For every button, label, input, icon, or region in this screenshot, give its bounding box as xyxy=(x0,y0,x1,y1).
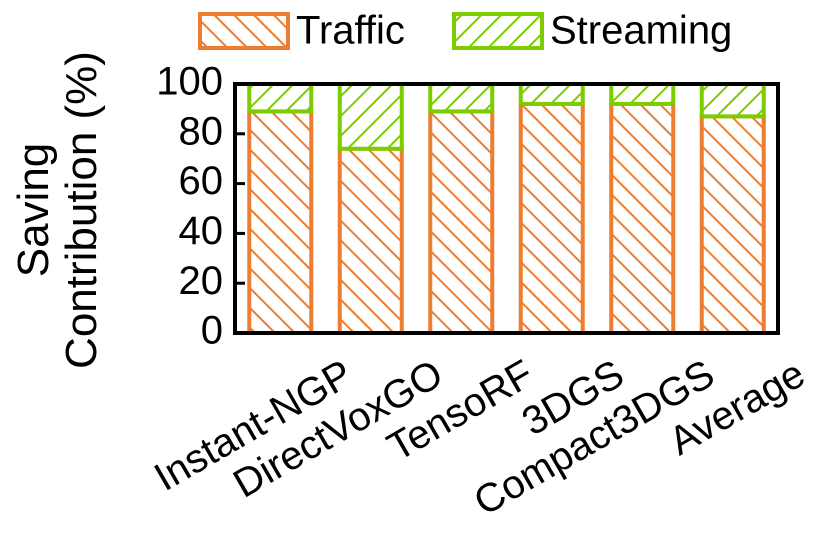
bar-segment xyxy=(428,82,495,114)
bar-segment xyxy=(699,114,766,336)
y-tick-label: 60 xyxy=(179,159,224,203)
bar-segment xyxy=(518,101,585,335)
y-tick-label: 100 xyxy=(156,60,223,104)
legend-label: Traffic xyxy=(296,9,405,53)
bar-segment xyxy=(609,82,676,106)
y-axis-label: Contribution (%) xyxy=(57,51,106,369)
bar-segment xyxy=(337,146,404,335)
bar-segment xyxy=(518,82,585,106)
bar-segment xyxy=(247,82,314,114)
y-axis-label: Saving xyxy=(9,143,58,278)
bar-segment xyxy=(247,109,314,335)
bar-segment xyxy=(337,82,404,151)
bar-segment xyxy=(609,101,676,335)
legend-swatch xyxy=(198,12,290,50)
y-tick-label: 80 xyxy=(179,109,224,153)
y-tick-label: 40 xyxy=(179,209,224,253)
bar-segment xyxy=(428,109,495,335)
plot-frame xyxy=(233,82,780,335)
y-tick-label: 20 xyxy=(179,259,224,303)
legend-swatch xyxy=(452,12,544,50)
legend-label: Streaming xyxy=(550,9,732,53)
y-tick-label: 0 xyxy=(201,309,223,353)
bar-segment xyxy=(699,82,766,119)
